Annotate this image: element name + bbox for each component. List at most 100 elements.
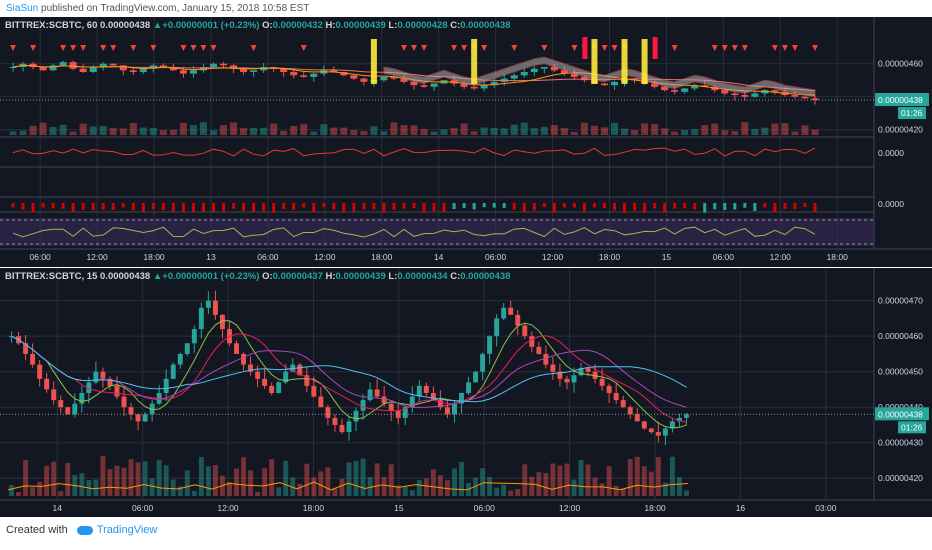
up-arrow-icon: ▲ (152, 20, 163, 31)
volume-ma-line (7, 481, 689, 491)
volume-bar (571, 479, 577, 496)
histogram-bar (282, 203, 286, 210)
candle-body (711, 86, 719, 91)
price-tag-bg (875, 93, 929, 107)
volume-bar (621, 128, 629, 135)
histogram-bar (342, 203, 346, 212)
histogram-bar (703, 203, 707, 213)
histogram-bar (452, 203, 456, 210)
volume-bar (430, 131, 438, 135)
chart-panel-15m[interactable]: BITTREX:SCBTC, 15 0.00000438 ▲+0.0000000… (0, 268, 932, 517)
volume-bar (634, 456, 640, 496)
histogram-bar (81, 203, 85, 210)
legend-low: 0.00000428 (397, 20, 448, 31)
histogram-bar (683, 203, 687, 209)
ma-line-pink (11, 333, 687, 423)
y-tick-label: 0.00000470 (878, 296, 923, 306)
chart-canvas-15m[interactable]: 14 06:00 12:00 18:00 15 06:00 12:00 18:00 16 03:0… (0, 268, 932, 517)
volume-bar (367, 477, 373, 496)
chart-canvas-60m[interactable]: 06:00 12:00 18:00 13 06:00 12:00 18:00 14 06:00 1… (0, 17, 932, 267)
candle-body (599, 378, 605, 386)
volume-bar (212, 465, 218, 496)
volume-bar (620, 488, 626, 496)
candle-body (811, 98, 819, 101)
histogram-bar (191, 203, 195, 212)
volume-bar (23, 460, 29, 496)
candle-body (592, 371, 598, 379)
candle-body (367, 389, 373, 401)
volume-bar (681, 129, 689, 135)
volume-bar (430, 469, 436, 496)
candle-body (571, 375, 577, 383)
legend-close: 0.00000438 (460, 271, 511, 282)
candle-body (142, 414, 148, 422)
legend-symbol: BITTREX:SCBTC, 60 (5, 20, 98, 31)
sell-signal-marker (60, 45, 67, 51)
volume-bar (30, 487, 36, 496)
candle-body (128, 407, 134, 415)
candle-body (72, 403, 78, 415)
volume-bar (606, 466, 612, 496)
author-link[interactable]: SiaSun (6, 3, 39, 14)
candle-body (360, 400, 366, 411)
candle-body (79, 68, 87, 72)
legend-15m: BITTREX:SCBTC, 15 0.00000438 ▲+0.0000000… (5, 271, 511, 282)
legend-60m: BITTREX:SCBTC, 60 0.00000438 ▲+0.0000000… (5, 20, 511, 31)
volume-bar (191, 490, 197, 496)
sell-signal-marker (511, 45, 518, 51)
candle-body (494, 318, 500, 337)
band-oscillator-line (12, 226, 816, 238)
volume-bar (163, 465, 169, 496)
volume-bar (641, 123, 649, 135)
volume-bar (473, 477, 479, 496)
tradingview-link[interactable]: TradingView (96, 524, 158, 536)
candle-body (39, 67, 47, 71)
volume-bar (543, 473, 549, 496)
histogram-bar (753, 203, 757, 212)
histogram-bar (181, 203, 185, 212)
histogram-bar (783, 203, 787, 209)
candle-body (669, 421, 675, 429)
candle-body (536, 346, 542, 354)
volume-bar (179, 122, 187, 135)
histogram-bar (643, 203, 647, 213)
candle-body (606, 385, 612, 393)
candle-body (99, 63, 107, 68)
volume-bar (450, 128, 458, 135)
volume-bar (250, 127, 258, 135)
volume-bar (671, 131, 679, 135)
ma-line-purple (11, 335, 687, 408)
candle-body (508, 307, 514, 315)
legend-open: 0.00000437 (272, 271, 323, 282)
x-tick-label: 18:00 (303, 503, 325, 513)
candle-body (510, 75, 518, 79)
sell-signal-marker (200, 45, 207, 51)
candle-body (578, 368, 584, 376)
candle-body (241, 353, 246, 365)
volume-bar (600, 127, 608, 135)
histogram-bar (362, 203, 366, 210)
volume-bar (311, 477, 317, 496)
volume-bar (300, 124, 308, 135)
volume-bar (240, 128, 248, 135)
volume-bar (189, 125, 197, 135)
volume-bar (93, 479, 99, 496)
publish-info: published on TradingView.com, January 15… (41, 3, 310, 14)
volume-bar (290, 125, 298, 135)
candle-body (530, 68, 538, 72)
volume-bar (811, 129, 819, 135)
volume-bar (37, 481, 43, 496)
candle-body (191, 329, 197, 344)
sell-signal-marker (250, 45, 257, 51)
price-tag-label: 0.00000438 (878, 409, 923, 419)
chart-panel-60m[interactable]: BITTREX:SCBTC, 60 0.00000438 ▲+0.0000000… (0, 17, 932, 267)
volume-bar (651, 124, 659, 135)
volume-bar (501, 484, 507, 496)
volume-bar (388, 464, 394, 496)
volume-bar (142, 461, 148, 496)
candle-body (189, 70, 197, 74)
volume-bar (234, 468, 239, 496)
candle-body (177, 353, 183, 365)
volume-bar (564, 463, 570, 496)
volume-bar (318, 471, 324, 496)
